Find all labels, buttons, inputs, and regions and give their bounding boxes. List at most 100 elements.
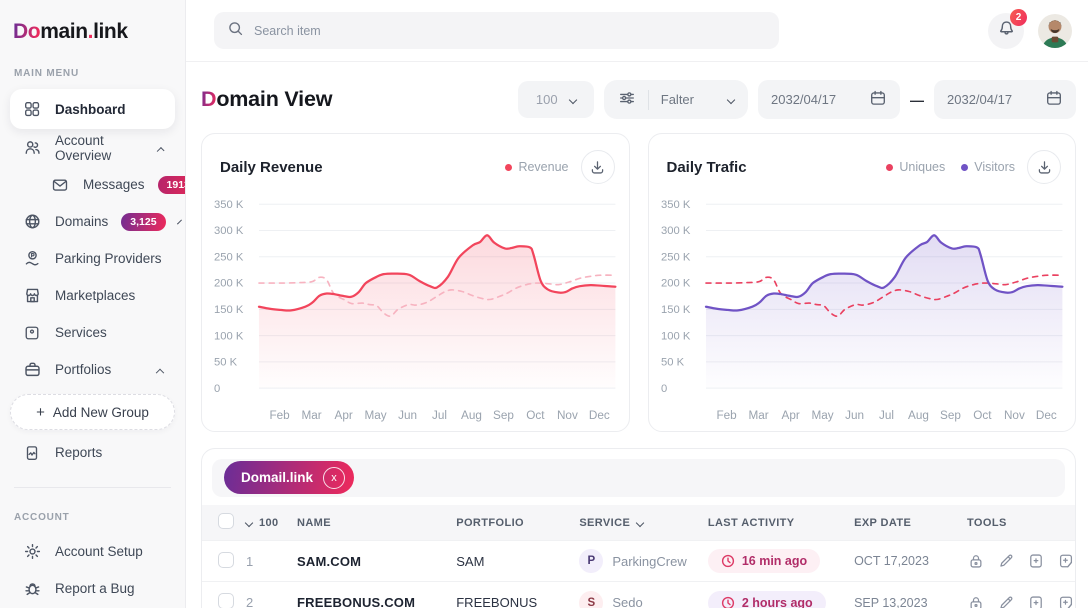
chevron-down-icon[interactable]: [244, 518, 254, 527]
search-bar[interactable]: [214, 12, 779, 49]
briefcase-icon: [22, 360, 42, 380]
sidebar-item-account-overview[interactable]: Account Overview: [10, 129, 175, 166]
notifications-button[interactable]: 2: [988, 8, 1027, 49]
svg-text:Dec: Dec: [589, 409, 610, 422]
add-note-icon[interactable]: [1027, 594, 1045, 608]
clock-icon: [721, 555, 734, 568]
calendar-icon: [1045, 89, 1063, 110]
globe-icon: [22, 212, 42, 232]
svg-text:Feb: Feb: [269, 409, 290, 422]
edit-pencil-icon[interactable]: [997, 594, 1015, 608]
date-range-dash: —: [910, 91, 924, 108]
domains-table-card: Domail.link x 100 NAME PORTFOLIO SERVICE…: [201, 447, 1076, 608]
filter-tag[interactable]: Domail.link x: [224, 461, 355, 495]
sidebar-item-reports[interactable]: Reports: [10, 434, 175, 471]
row-number: 1: [246, 553, 254, 569]
edit-pencil-icon[interactable]: [997, 552, 1015, 570]
svg-text:0: 0: [661, 383, 667, 395]
calendar-icon: [869, 89, 887, 110]
filter-dropdown[interactable]: Falter: [603, 80, 748, 119]
sidebar: Domain.link MAIN MENU Dashboard Account …: [0, 0, 186, 608]
daily-trafic-card: Daily Trafic Uniques Visitors 350 K 300 K…: [647, 133, 1076, 432]
chevron-down-icon[interactable]: [635, 518, 645, 527]
portfolio-name: SAM: [456, 553, 485, 569]
sidebar-item-report-a-bug[interactable]: Report a Bug: [10, 570, 175, 607]
plus-icon: +: [36, 403, 45, 421]
sidebar-item-portfolios[interactable]: Portfolios: [10, 351, 175, 388]
svg-text:300 K: 300 K: [214, 225, 244, 237]
legend-dot: [505, 163, 513, 171]
chevron-up-icon: [156, 146, 165, 155]
svg-text:Oct: Oct: [973, 409, 992, 422]
add-note-icon[interactable]: [1027, 552, 1045, 570]
svg-text:May: May: [365, 409, 387, 422]
service-initial-badge: P: [579, 549, 604, 574]
row-checkbox[interactable]: [218, 551, 234, 568]
export-note-icon[interactable]: [1057, 552, 1075, 570]
brand-logo: Domain.link: [10, 16, 175, 44]
search-icon: [227, 20, 244, 42]
page-size-select[interactable]: 100: [517, 81, 594, 118]
sidebar-divider: [14, 487, 171, 488]
services-box-icon: [22, 323, 42, 343]
active-filters-bar: Domail.link x: [212, 458, 1065, 497]
services-label: Services: [55, 325, 107, 340]
download-chart-button[interactable]: [1027, 150, 1061, 184]
sidebar-item-parking-providers[interactable]: Parking Providers: [10, 240, 175, 277]
table-row[interactable]: 2 FREEBONUS.COM FREEBONUS S Sedo 2 hours …: [202, 581, 1075, 608]
sidebar-item-dashboard[interactable]: Dashboard: [10, 89, 175, 129]
chart-header: Daily Trafic Uniques Visitors: [649, 134, 1076, 186]
exp-date-header: EXP DATE: [854, 516, 912, 529]
storefront-icon: [22, 286, 42, 306]
table-row[interactable]: 1 SAM.COM SAM P ParkingCrew 16 min ago OC…: [202, 540, 1075, 582]
legend-label: Revenue: [518, 160, 569, 174]
sidebar-item-services[interactable]: Services: [10, 314, 175, 351]
svg-text:50 K: 50 K: [661, 357, 685, 369]
svg-text:Mar: Mar: [748, 409, 768, 422]
add-new-group-button[interactable]: + Add New Group: [10, 394, 175, 430]
logo-link: link: [93, 20, 128, 43]
svg-text:Jun: Jun: [845, 409, 864, 422]
export-note-icon[interactable]: [1057, 594, 1075, 608]
svg-text:100 K: 100 K: [661, 330, 691, 342]
chart-legend: Revenue: [505, 160, 569, 174]
chart-header: Daily Revenue Revenue: [202, 134, 629, 186]
charts-row: Daily Revenue Revenue 350 K 300 K 250 K 200…: [201, 133, 1076, 432]
lock-icon[interactable]: [967, 552, 985, 570]
svg-text:Sep: Sep: [940, 409, 961, 422]
lock-icon[interactable]: [967, 594, 985, 608]
select-all-checkbox[interactable]: [218, 513, 234, 530]
sidebar-item-marketplaces[interactable]: Marketplaces: [10, 277, 175, 314]
header-controls: 100 Falter 2032/04/17 — 2032/04/17: [517, 80, 1076, 119]
date-to-picker[interactable]: 2032/04/17: [934, 80, 1076, 119]
svg-text:Jul: Jul: [879, 409, 894, 422]
svg-text:Sep: Sep: [493, 409, 514, 422]
date-from-value: 2032/04/17: [771, 92, 837, 107]
sidebar-item-account-setup[interactable]: Account Setup: [10, 533, 175, 570]
row-checkbox[interactable]: [218, 593, 234, 608]
user-avatar[interactable]: [1038, 13, 1072, 48]
notification-count-badge: 2: [1010, 8, 1027, 26]
svg-text:Jun: Jun: [398, 409, 417, 422]
svg-text:0: 0: [214, 383, 220, 395]
sliders-icon: [618, 89, 636, 110]
svg-text:Nov: Nov: [1003, 409, 1024, 422]
svg-text:350 K: 350 K: [661, 199, 691, 211]
date-from-picker[interactable]: 2032/04/17: [758, 80, 900, 119]
daily-revenue-card: Daily Revenue Revenue 350 K 300 K 250 K 200…: [201, 133, 630, 432]
page-header: Domain View 100 Falter 2032/04/17 —: [186, 62, 1088, 133]
date-to-value: 2032/04/17: [947, 92, 1013, 107]
svg-text:200 K: 200 K: [661, 278, 691, 290]
sidebar-item-domains[interactable]: Domains 3,125: [10, 203, 182, 240]
svg-text:100 K: 100 K: [214, 330, 244, 342]
svg-text:150 K: 150 K: [661, 304, 691, 316]
sidebar-item-messages[interactable]: Messages 19135: [10, 166, 185, 203]
search-input[interactable]: [254, 23, 766, 38]
parking-providers-label: Parking Providers: [55, 251, 162, 266]
download-chart-button[interactable]: [580, 150, 615, 184]
svg-text:Jul: Jul: [432, 409, 447, 422]
title-rest: omain View: [216, 87, 333, 111]
svg-text:Mar: Mar: [301, 409, 321, 422]
remove-filter-icon[interactable]: x: [323, 466, 346, 489]
